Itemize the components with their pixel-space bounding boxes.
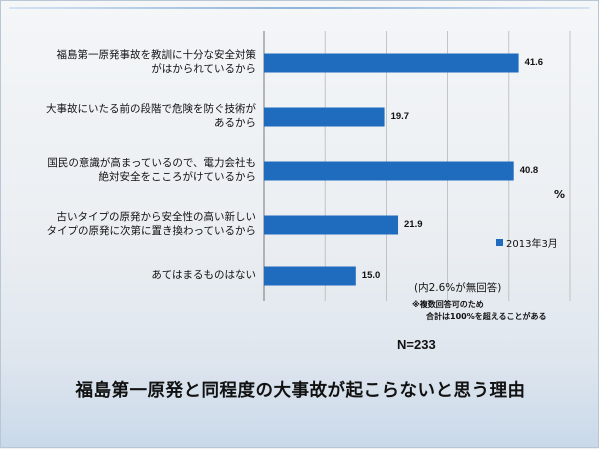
value-label-1: 19.7 [390,111,410,122]
multi-answer-note-line2: 合計は100%を超えることがある [426,312,547,321]
value-label-3: 21.9 [404,219,423,230]
chart-title: 福島第一原発と同程度の大事故が起こらないと思う理由 [75,381,526,401]
bar-0 [264,53,519,73]
value-label-2: 40.8 [519,165,539,176]
value-label-4: 15.0 [361,270,381,281]
legend-swatch [496,239,503,246]
bar-2 [264,161,514,181]
category-label-4: あてはまるものはない [151,269,256,281]
multi-answer-note: ※複数回答可のため 合計は100%を超えることがある [412,299,546,323]
category-label-3: 古いタイプの原発から安全性の高い新しい タイプの原発に次第に置き換わっているから [46,211,256,237]
no-answer-note: (内2.6%が無回答) [414,282,502,294]
value-label-0: 41.6 [524,57,544,68]
legend-series-name: 2013年3月 [506,239,558,250]
bar-4 [264,266,356,286]
sample-size: N=233 [397,337,436,352]
bar-1 [264,107,385,127]
category-label-0: 福島第一原発事故を教訓に十分な安全対策 がはかられているから [56,49,257,75]
category-label-2: 国民の意識が高まっているので、電力会社も 絶対安全をこころがけているから [47,157,256,183]
category-label-1: 大事故にいたる前の段階で危険を防ぐ技術が あるから [46,103,256,129]
bar-3 [264,215,399,235]
legend: 2013年3月 [496,235,558,250]
multi-answer-note-line1: ※複数回答可のため [412,300,484,309]
unit-label: % [554,188,566,201]
